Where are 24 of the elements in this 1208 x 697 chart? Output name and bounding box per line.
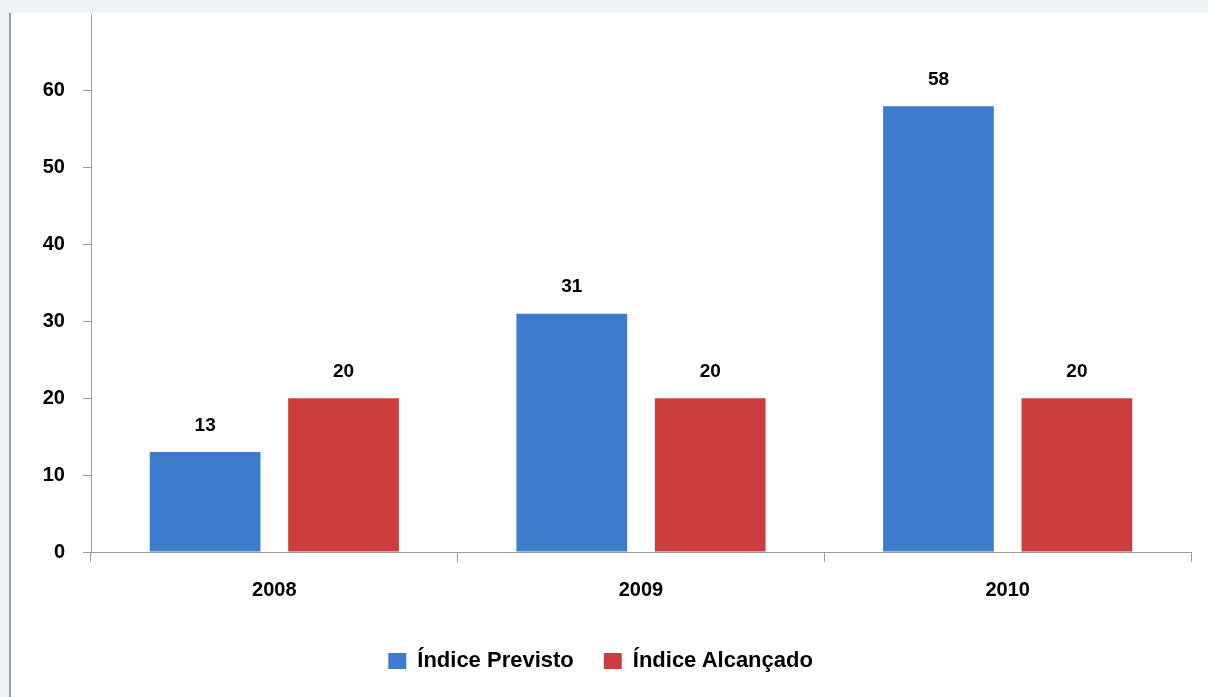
y-tick-label: 10: [42, 462, 65, 485]
data-label: 20: [332, 360, 355, 382]
y-tick-label: 20: [42, 385, 65, 408]
data-label: 13: [194, 413, 216, 435]
legend-label: Índice Previsto: [417, 647, 574, 673]
x-tick-label: 2009: [618, 577, 664, 600]
y-tick-label: 40: [42, 232, 65, 255]
y-tick-label: 30: [42, 308, 65, 331]
bar: [654, 398, 766, 552]
x-tick-label: 2008: [252, 577, 297, 600]
bar: [883, 106, 994, 552]
data-label: 58: [927, 67, 950, 89]
bar: [516, 313, 628, 552]
y-tick-label: 0: [53, 539, 65, 562]
x-tick-label: 2010: [985, 577, 1030, 600]
y-tick-label: 60: [42, 78, 65, 101]
y-tick-label: 50: [42, 155, 65, 178]
legend-label: Índice Alcançado: [632, 647, 813, 673]
data-label: 20: [1066, 360, 1088, 382]
data-label: 20: [699, 360, 721, 382]
bar: [288, 398, 399, 552]
bar: [1021, 398, 1133, 552]
data-label: 31: [561, 275, 583, 297]
bar: [149, 452, 261, 552]
